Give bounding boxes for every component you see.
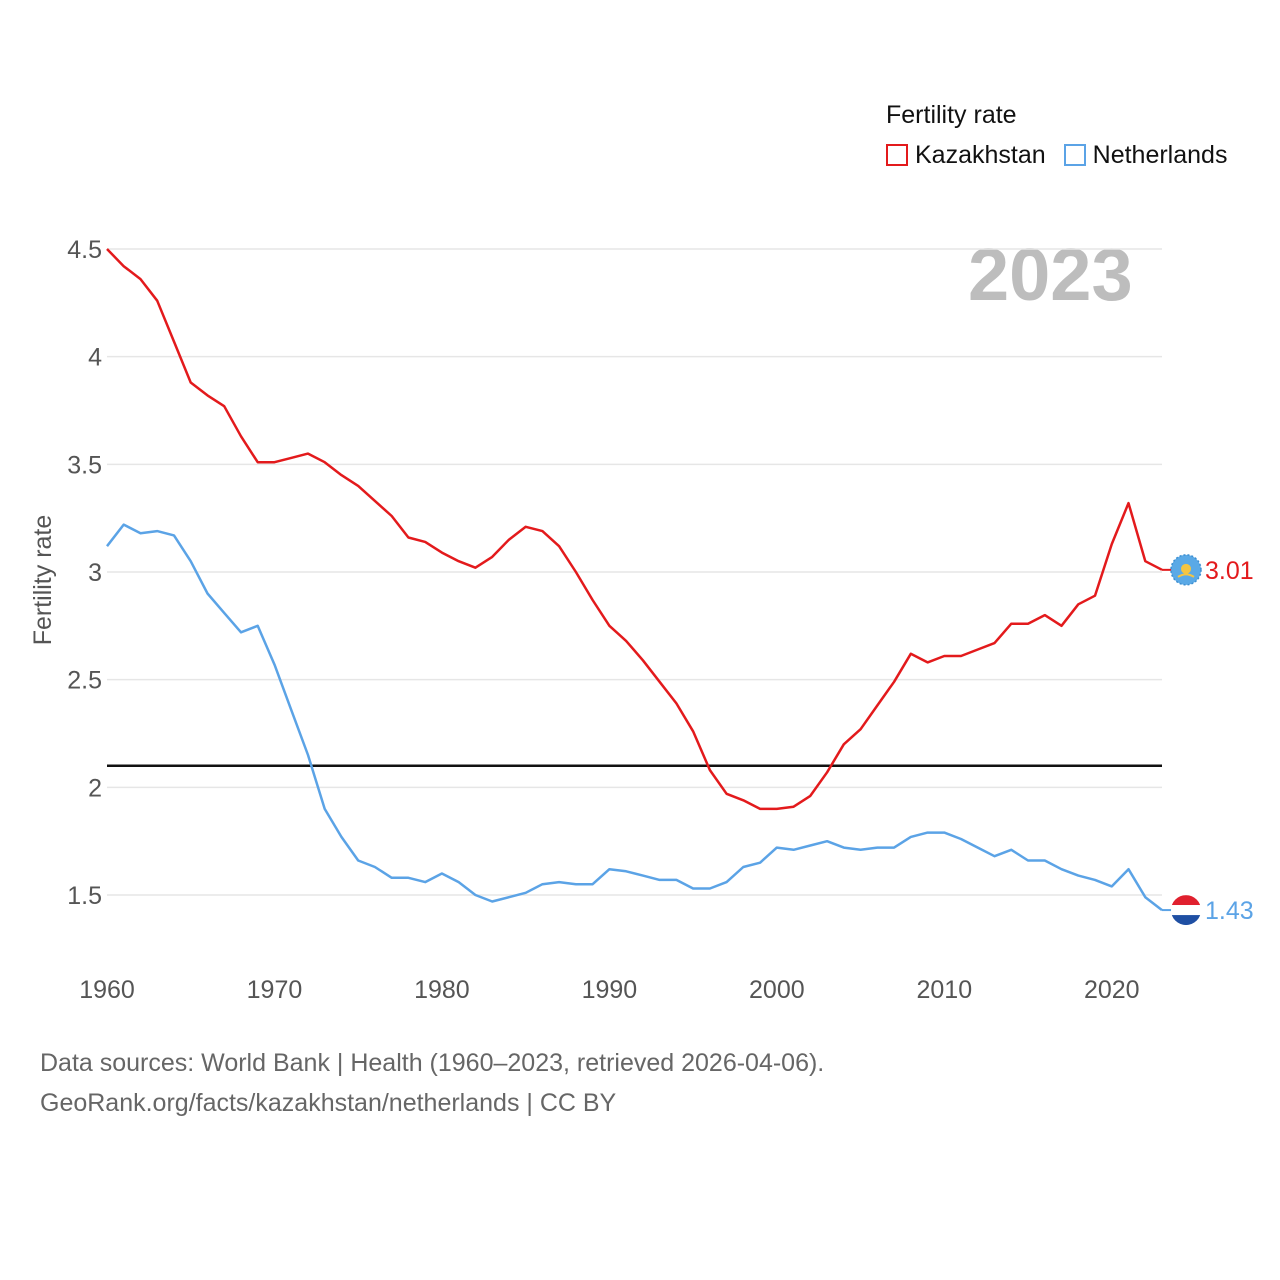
y-axis-title: Fertility rate (29, 515, 57, 646)
legend-swatch-kazakhstan (886, 144, 908, 166)
flag-sun (1181, 563, 1191, 574)
flag-stripe-red (1171, 895, 1201, 906)
series-line-netherlands (106, 523, 1163, 912)
x-tick-label: 1980 (414, 976, 470, 1004)
legend-item-kazakhstan[interactable]: Kazakhstan (886, 138, 1046, 172)
netherlands-flag-icon (1171, 895, 1201, 926)
y-tick-label: 2 (88, 774, 102, 802)
series-line-kazakhstan (106, 248, 1163, 811)
y-tick-label: 3.5 (67, 451, 102, 479)
flag-stripe-white (1171, 905, 1201, 916)
x-tick-label: 2010 (916, 976, 972, 1004)
x-tick-label: 2020 (1084, 976, 1140, 1004)
y-tick-label: 1.5 (67, 882, 102, 910)
flag-ornament (1170, 554, 1202, 586)
kazakhstan-end-value: 3.01 (1205, 557, 1254, 585)
kazakhstan-flag-icon (1170, 554, 1202, 586)
netherlands-end-value: 1.43 (1205, 897, 1254, 925)
x-tick-label: 2000 (749, 976, 805, 1004)
y-tick-label: 4.5 (67, 236, 102, 264)
source-line-2: GeoRank.org/facts/kazakhstan/netherlands… (40, 1089, 617, 1117)
y-tick-label: 4 (88, 344, 102, 372)
x-tick-label: 1990 (582, 976, 638, 1004)
legend-title: Fertility rate (886, 101, 1017, 129)
flag-stripe-blue (1171, 915, 1201, 926)
source-note: Data sources: World Bank | Health (1960–… (40, 1043, 824, 1123)
source-line-1: Data sources: World Bank | Health (1960–… (40, 1049, 825, 1077)
x-tick-label: 1960 (79, 976, 135, 1004)
legend-label-kazakhstan: Kazakhstan (915, 141, 1046, 169)
x-tick-label: 1970 (247, 976, 303, 1004)
legend-item-netherlands[interactable]: Netherlands (1063, 138, 1228, 172)
y-tick-label: 2.5 (67, 667, 102, 695)
year-label: 2023 (968, 233, 1133, 316)
legend-label-netherlands: Netherlands (1092, 141, 1228, 169)
flag-eagle (1177, 573, 1195, 578)
legend-swatch-netherlands (1063, 144, 1086, 166)
legend: Fertility rate Kazakhstan Netherlands (886, 98, 1245, 172)
y-tick-label: 3 (88, 559, 102, 587)
